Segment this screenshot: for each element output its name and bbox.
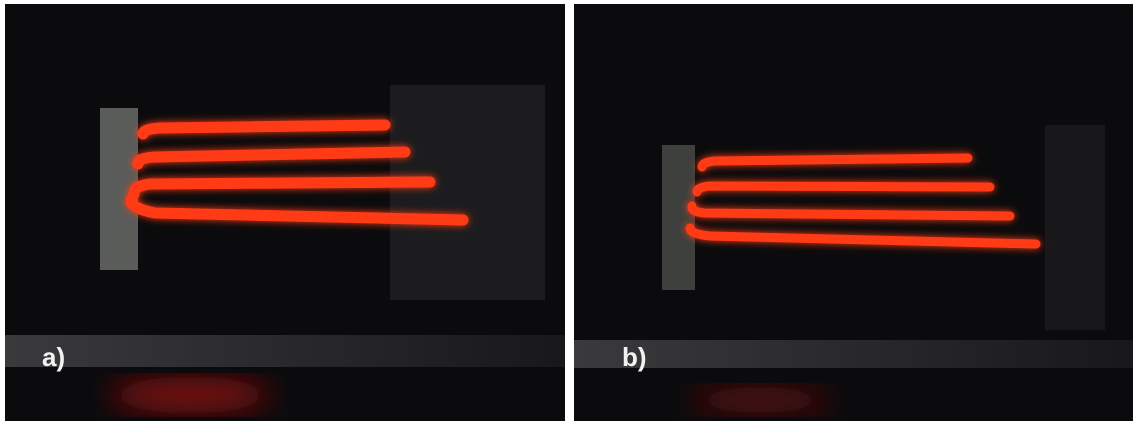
panel-label: a) xyxy=(42,342,65,372)
figure: a) b) xyxy=(0,0,1136,424)
reflection xyxy=(110,377,270,413)
post xyxy=(662,145,695,290)
panel-b: b) xyxy=(574,4,1133,421)
floor-strip xyxy=(5,335,565,367)
block xyxy=(390,85,545,300)
block xyxy=(1045,125,1105,330)
panel-a: a) xyxy=(5,4,565,421)
floor-strip xyxy=(574,340,1133,368)
reflection xyxy=(690,386,830,414)
panel-label: b) xyxy=(622,342,647,372)
